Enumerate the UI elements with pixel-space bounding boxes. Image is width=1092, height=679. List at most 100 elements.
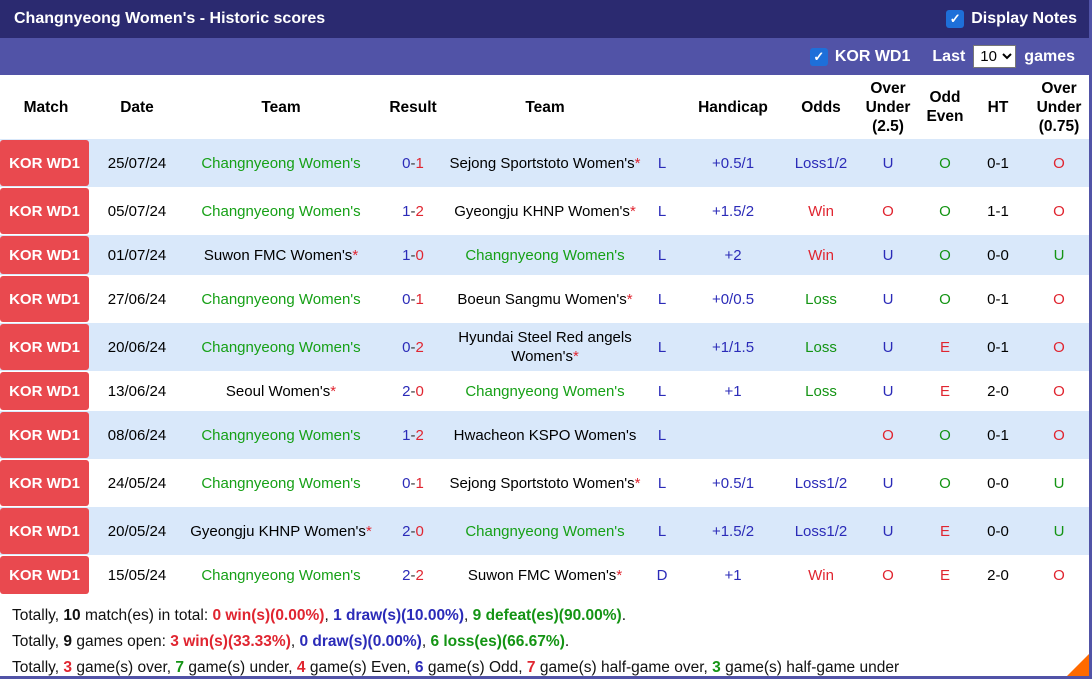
odds-result: Loss1/2: [794, 474, 848, 492]
league-badge: KOR WD1: [0, 508, 89, 554]
over-under-075: U: [1053, 246, 1065, 264]
over-under-075: O: [1053, 202, 1065, 220]
table-header-row: Match Date Team Result Team Handicap Odd…: [0, 75, 1089, 139]
odds-result: Loss: [805, 382, 837, 400]
over-under-25: O: [882, 426, 894, 444]
over-under-25: U: [882, 522, 894, 540]
league-badge: KOR WD1: [0, 140, 89, 186]
home-team: Changnyeong Women's: [201, 566, 361, 584]
last-label: Last: [932, 47, 966, 65]
halftime-score: 0-0: [987, 246, 1009, 264]
odd-even: E: [939, 522, 950, 540]
summary-line-over-under: Totally, 3 game(s) over, 7 game(s) under…: [12, 659, 900, 676]
col-header-team2: Team: [525, 98, 565, 116]
games-count-select[interactable]: 10: [973, 45, 1017, 68]
result-letter: L: [657, 382, 667, 400]
score: 1-2: [402, 202, 424, 220]
over-under-075: O: [1053, 338, 1065, 356]
result-letter: L: [657, 338, 667, 356]
score: 1-0: [402, 246, 424, 264]
halftime-score: 1-1: [987, 202, 1009, 220]
handicap-value: +1.5/2: [711, 202, 755, 220]
halftime-score: 0-1: [987, 290, 1009, 308]
handicap-value: +2: [724, 246, 742, 264]
result-letter: L: [657, 154, 667, 172]
col-header-odds: Odds: [801, 98, 841, 116]
result-letter: L: [657, 522, 667, 540]
home-team: Changnyeong Women's: [201, 338, 361, 356]
odds-result: Loss: [805, 338, 837, 356]
odd-even: E: [939, 382, 950, 400]
over-under-075: U: [1053, 522, 1065, 540]
over-under-25: O: [882, 566, 894, 584]
odd-even: O: [939, 202, 951, 220]
over-under-25: U: [882, 474, 894, 492]
odd-even: E: [939, 566, 950, 584]
score: 2-2: [402, 566, 424, 584]
col-header-result: Result: [389, 98, 437, 116]
league-badge: KOR WD1: [0, 188, 89, 234]
odds-result: Loss1/2: [794, 154, 848, 172]
away-team: Changnyeong Women's: [465, 522, 625, 540]
table-row: KOR WD1 27/06/24 Changnyeong Women's 0-1…: [0, 275, 1089, 323]
over-under-075: O: [1053, 290, 1065, 308]
away-team: Hyundai Steel Red angels Women's: [458, 329, 632, 365]
over-under-075: O: [1053, 426, 1065, 444]
col-header-ht: HT: [987, 98, 1009, 116]
title-bar: Changnyeong Women's - Historic scores ✓ …: [0, 0, 1089, 38]
halftime-score: 2-0: [987, 382, 1009, 400]
handicap-value: +1/1.5: [711, 338, 755, 356]
away-team-star: *: [634, 474, 641, 492]
table-row: KOR WD1 05/07/24 Changnyeong Women's 1-2…: [0, 187, 1089, 235]
over-under-25: U: [882, 246, 894, 264]
over-under-075: O: [1053, 566, 1065, 584]
halftime-score: 0-0: [987, 522, 1009, 540]
league-filter-label: KOR WD1: [834, 47, 911, 65]
away-team-star: *: [616, 566, 623, 584]
col-header-date: Date: [120, 98, 154, 116]
halftime-score: 0-1: [987, 154, 1009, 172]
odd-even: O: [939, 474, 951, 492]
result-letter: L: [657, 202, 667, 220]
away-team: Gyeongju KHNP Women's: [454, 202, 630, 220]
table-row: KOR WD1 20/06/24 Changnyeong Women's 0-2…: [0, 323, 1089, 371]
handicap-value: +1: [724, 382, 742, 400]
history-table: Match Date Team Result Team Handicap Odd…: [0, 75, 1089, 595]
display-notes-checkbox[interactable]: ✓: [946, 10, 965, 28]
over-under-25: U: [882, 290, 894, 308]
over-under-25: U: [882, 338, 894, 356]
home-team: Changnyeong Women's: [201, 154, 361, 172]
result-letter: L: [657, 246, 667, 264]
display-notes-label: Display Notes: [971, 10, 1077, 27]
score: 0-1: [402, 154, 424, 172]
match-date: 27/06/24: [107, 290, 167, 308]
result-letter: D: [656, 566, 668, 584]
odd-even: O: [939, 154, 951, 172]
league-badge: KOR WD1: [0, 276, 89, 322]
away-team: Sejong Sportstoto Women's: [449, 154, 635, 172]
over-under-075: U: [1053, 474, 1065, 492]
away-team-star: *: [572, 348, 579, 365]
match-date: 05/07/24: [107, 202, 167, 220]
col-header-match: Match: [23, 98, 69, 116]
odd-even: O: [939, 290, 951, 308]
col-header-handicap: Handicap: [698, 98, 768, 116]
away-team-star: *: [626, 290, 633, 308]
table-row: KOR WD1 25/07/24 Changnyeong Women's 0-1…: [0, 139, 1089, 187]
match-date: 08/06/24: [107, 426, 167, 444]
league-filter-checkbox[interactable]: ✓: [809, 47, 828, 66]
home-team: Changnyeong Women's: [201, 202, 361, 220]
table-row: KOR WD1 13/06/24 Seoul Women's* 2-0 Chan…: [0, 371, 1089, 411]
odd-even: E: [939, 338, 950, 356]
handicap-value: +0.5/1: [711, 154, 755, 172]
handicap-value: [680, 411, 786, 459]
summary-line-matches: Totally, 10 match(es) in total: 0 win(s)…: [12, 607, 626, 624]
games-label: games: [1024, 47, 1075, 65]
odds-result: Win: [808, 566, 834, 584]
home-team: Changnyeong Women's: [201, 426, 361, 444]
away-team: Suwon FMC Women's: [467, 566, 617, 584]
match-date: 24/05/24: [107, 474, 167, 492]
league-badge: KOR WD1: [0, 372, 89, 410]
away-team: Sejong Sportstoto Women's: [449, 474, 635, 492]
